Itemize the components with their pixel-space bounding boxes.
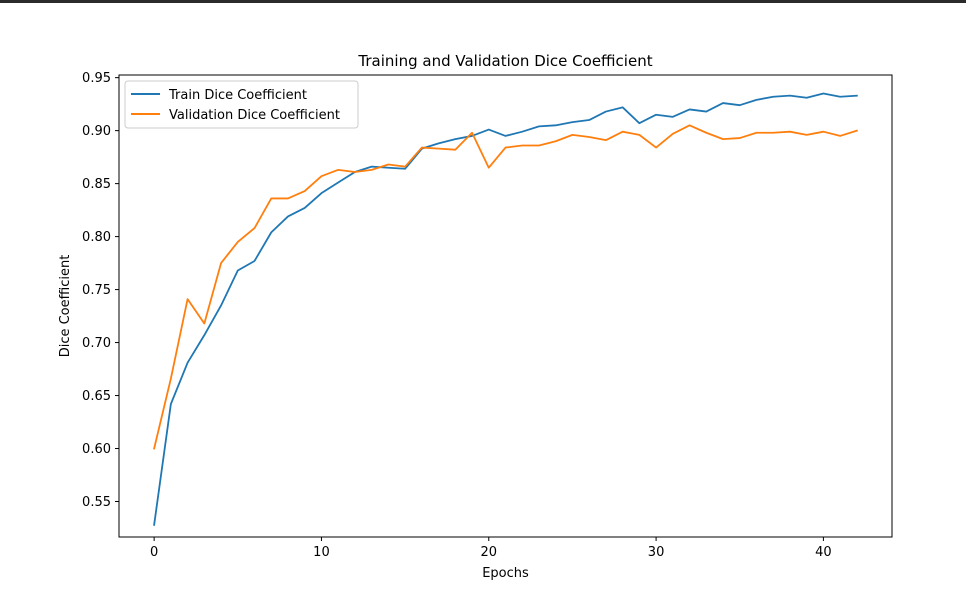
legend-label-train: Train Dice Coefficient	[168, 88, 307, 103]
legend-box	[124, 80, 359, 129]
y-tick-label: 0.90	[82, 124, 111, 139]
legend: Train Dice Coefficient Validation Dice C…	[124, 80, 359, 129]
y-tick-label: 0.65	[82, 389, 111, 404]
x-tick-label: 0	[150, 545, 158, 560]
x-tick-label: 20	[480, 545, 497, 560]
y-tick-label: 0.95	[82, 71, 111, 86]
y-tick-label: 0.70	[82, 336, 111, 351]
x-tick-label: 40	[815, 545, 832, 560]
series-line-validation	[153, 124, 858, 450]
y-axis-title: Dice Coefficient	[58, 255, 73, 358]
y-tick-label: 0.75	[82, 283, 111, 298]
chart-title: Training and Validation Dice Coefficient	[357, 52, 652, 70]
x-tick-label: 10	[313, 545, 330, 560]
series-line-train	[153, 92, 858, 526]
y-axis-ticks: 0.55 0.60 0.65 0.70 0.75 0.80 0.85 0.90 0.95	[82, 71, 119, 510]
x-axis-title: Epochs	[482, 566, 529, 581]
x-tick-label: 30	[648, 545, 665, 560]
legend-label-validation: Validation Dice Coefficient	[169, 108, 340, 123]
y-tick-label: 0.85	[82, 177, 111, 192]
series-layer	[153, 92, 858, 526]
window-top-bar	[0, 0, 966, 3]
plot-area-frame	[118, 74, 893, 538]
y-tick-label: 0.80	[82, 230, 111, 245]
y-tick-label: 0.60	[82, 442, 111, 457]
x-axis-ticks: 0 10 20 30 40	[150, 537, 832, 560]
y-tick-label: 0.55	[82, 495, 111, 510]
